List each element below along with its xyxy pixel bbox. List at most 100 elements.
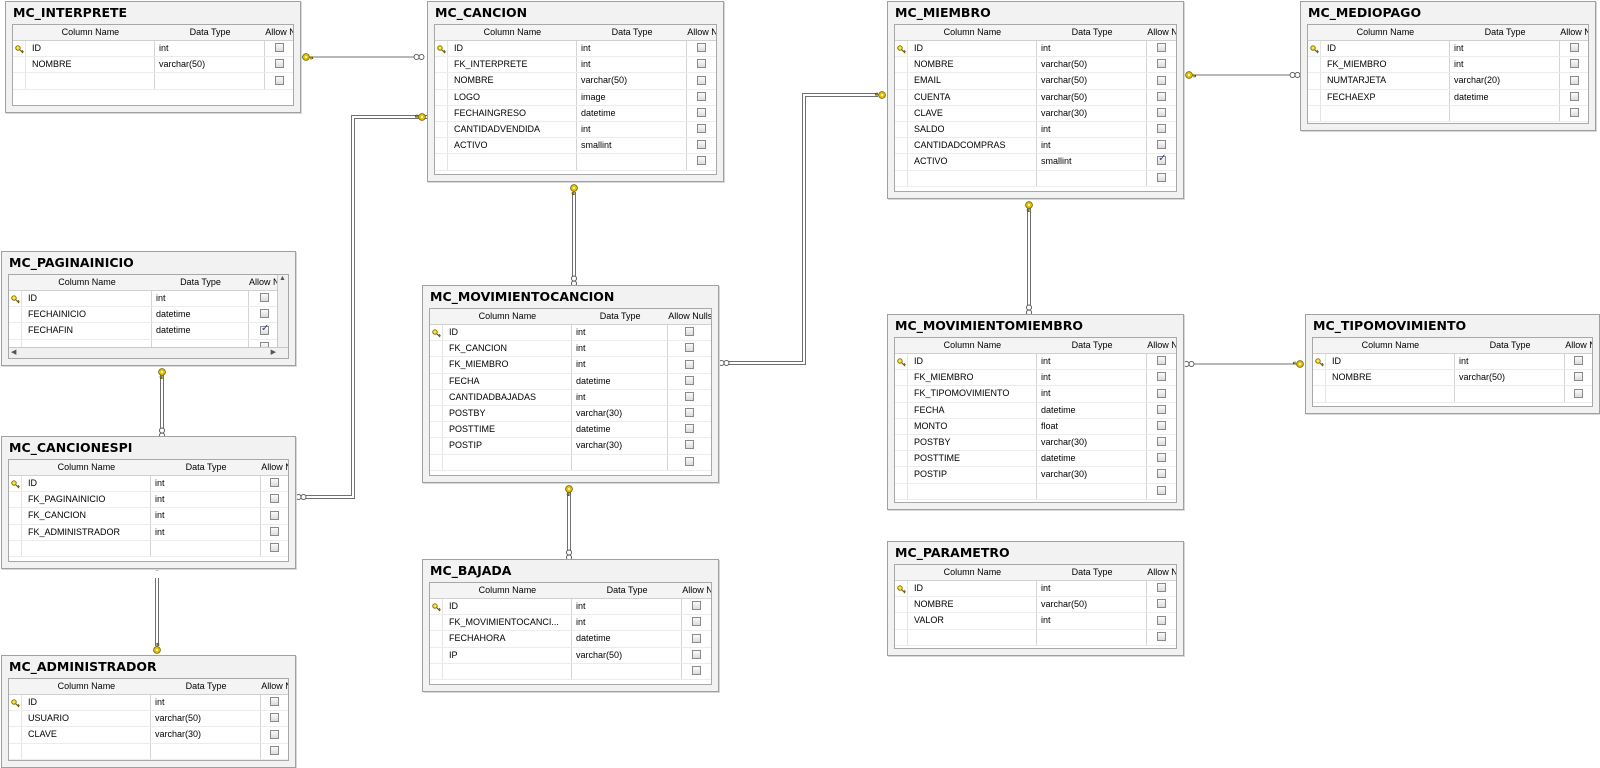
column-row[interactable]: ID int — [9, 476, 288, 493]
row-selector[interactable] — [435, 121, 448, 138]
data-type-cell[interactable]: smallint — [1037, 154, 1148, 170]
vertical-scrollbar[interactable]: ▲ — [277, 275, 288, 348]
data-type-cell[interactable] — [1037, 170, 1148, 186]
column-row[interactable]: MONTO float — [895, 418, 1176, 435]
column-name-cell[interactable]: FK_MIEMBRO — [908, 370, 1038, 386]
data-type-cell[interactable]: varchar(30) — [1037, 105, 1148, 121]
column-name-cell[interactable]: ID — [22, 476, 152, 492]
row-selector[interactable] — [895, 581, 908, 597]
column-row[interactable]: NOMBRE varchar(50) — [435, 73, 716, 90]
data-type-header[interactable]: Data Type — [1489, 340, 1531, 350]
data-type-cell[interactable]: varchar(50) — [155, 57, 266, 73]
row-selector[interactable] — [895, 386, 908, 402]
data-type-cell[interactable]: datetime — [1037, 451, 1148, 467]
table-title[interactable]: MC_TIPOMOVIMIENTO — [1313, 318, 1467, 333]
allow-nulls-checkbox[interactable]: ✓ — [1157, 154, 1167, 166]
allow-nulls-checkbox[interactable] — [274, 75, 284, 85]
allow-nulls-checkbox[interactable] — [697, 140, 707, 150]
allow-nulls-checkbox[interactable] — [1157, 43, 1167, 53]
column-name-cell[interactable]: MONTO — [908, 418, 1038, 434]
row-selector[interactable] — [9, 743, 22, 759]
column-name-cell[interactable]: POSTBY — [908, 434, 1038, 451]
data-type-cell[interactable]: varchar(50) — [1037, 73, 1148, 89]
column-name-cell[interactable]: FK_CANCION — [443, 341, 573, 357]
allow-nulls-checkbox[interactable] — [697, 107, 707, 117]
data-type-cell[interactable]: varchar(30) — [572, 405, 669, 422]
allow-nulls-checkbox[interactable] — [692, 617, 702, 627]
column-name-header[interactable]: Column Name — [483, 27, 542, 37]
data-type-cell[interactable]: varchar(30) — [572, 438, 669, 454]
row-selector[interactable] — [435, 105, 448, 121]
column-name-cell[interactable]: CANTIDADVENDIDA — [448, 121, 578, 138]
allow-nulls-checkbox[interactable] — [1157, 91, 1167, 101]
row-selector[interactable] — [895, 154, 908, 170]
allow-nulls-checkbox[interactable] — [1157, 372, 1167, 382]
data-type-cell[interactable]: image — [577, 89, 688, 105]
allow-nulls-header[interactable]: Allow Nulls — [1147, 567, 1176, 577]
row-selector[interactable] — [9, 492, 22, 508]
column-row[interactable]: ACTIVO smallint — [435, 138, 716, 155]
table-movimientomiembro[interactable]: MC_MOVIMIENTOMIEMBRO Column Name Data Type… — [887, 314, 1184, 510]
row-selector[interactable] — [9, 695, 22, 711]
column-row[interactable] — [1313, 386, 1592, 403]
data-type-cell[interactable]: int — [151, 492, 262, 508]
allow-nulls-checkbox[interactable] — [692, 665, 702, 675]
column-row[interactable]: CLAVE varchar(30) — [9, 727, 288, 744]
row-selector[interactable] — [435, 73, 448, 89]
row-selector[interactable] — [895, 597, 908, 613]
row-selector[interactable] — [9, 476, 22, 492]
data-type-cell[interactable] — [155, 73, 266, 89]
column-row[interactable] — [430, 663, 711, 680]
relationship-movimientocancion-miembro[interactable] — [728, 93, 878, 362]
table-title[interactable]: MC_ADMINISTRADOR — [9, 659, 157, 674]
allow-nulls-checkbox[interactable] — [1157, 420, 1167, 430]
column-row[interactable]: FECHAHORA datetime — [430, 631, 711, 648]
column-row[interactable]: VALOR int — [895, 613, 1176, 630]
table-bajada[interactable]: MC_BAJADA Column Name Data Type Allow Nulls… — [422, 559, 719, 692]
column-row[interactable]: POSTIP varchar(30) — [895, 467, 1176, 484]
column-row[interactable]: NOMBRE varchar(50) — [1313, 370, 1592, 387]
row-selector[interactable] — [895, 138, 908, 154]
allow-nulls-checkbox[interactable] — [697, 59, 707, 69]
horizontal-scrollbar[interactable]: ◀ ▶ — [9, 347, 288, 358]
column-name-cell[interactable] — [22, 743, 152, 759]
table-title[interactable]: MC_PAGINAINICIO — [9, 255, 134, 270]
table-tipomovimiento[interactable]: MC_TIPOMOVIMIENTO Column Name Data Type All… — [1305, 314, 1600, 414]
column-name-cell[interactable]: VALOR — [908, 613, 1038, 629]
allow-nulls-checkbox[interactable] — [270, 494, 280, 504]
column-name-cell[interactable]: FECHAINGRESO — [448, 105, 578, 121]
column-name-cell[interactable]: POSTIP — [908, 467, 1038, 483]
data-type-cell[interactable]: int — [572, 341, 669, 357]
column-row[interactable]: POSTTIME datetime — [895, 451, 1176, 468]
column-row[interactable]: FK_TIPOMOVIMIENTO int — [895, 386, 1176, 403]
relationship-cancionespi-cancion[interactable] — [305, 118, 427, 499]
column-name-cell[interactable]: NOMBRE — [1326, 370, 1456, 386]
data-type-cell[interactable]: int — [1037, 138, 1148, 154]
data-type-cell[interactable] — [572, 454, 669, 470]
row-selector[interactable] — [9, 508, 22, 524]
allow-nulls-checkbox[interactable]: ✓ — [260, 323, 269, 335]
column-name-cell[interactable] — [908, 170, 1038, 186]
allow-nulls-checkbox[interactable] — [1574, 372, 1584, 382]
column-row[interactable]: FK_INTERPRETE int — [435, 57, 716, 74]
column-name-cell[interactable]: FK_TIPOMOVIMIENTO — [908, 386, 1038, 402]
allow-nulls-checkbox[interactable] — [697, 91, 707, 101]
column-row[interactable]: NOMBRE varchar(50) — [895, 57, 1176, 74]
allow-nulls-checkbox[interactable] — [692, 649, 702, 659]
scroll-up-arrow-icon[interactable]: ▲ — [279, 275, 286, 282]
row-selector[interactable] — [13, 41, 26, 57]
row-selector[interactable] — [430, 422, 443, 438]
column-row[interactable]: FECHAFIN datetime ✓ — [9, 323, 288, 340]
column-row[interactable]: ID int — [895, 581, 1176, 598]
row-selector[interactable] — [430, 405, 443, 422]
row-selector[interactable] — [1308, 105, 1321, 121]
column-row[interactable]: FK_MIEMBRO int — [895, 370, 1176, 387]
data-type-cell[interactable]: smallint — [577, 138, 688, 154]
allow-nulls-checkbox[interactable] — [692, 601, 702, 611]
column-row[interactable]: FK_CANCION int — [430, 341, 711, 358]
allow-nulls-checkbox[interactable] — [685, 408, 695, 418]
column-name-cell[interactable]: FK_PAGINAINICIO — [22, 492, 152, 508]
allow-nulls-checkbox[interactable] — [270, 510, 280, 520]
column-row[interactable]: ID int — [895, 354, 1176, 371]
column-name-cell[interactable]: FK_INTERPRETE — [448, 57, 578, 73]
